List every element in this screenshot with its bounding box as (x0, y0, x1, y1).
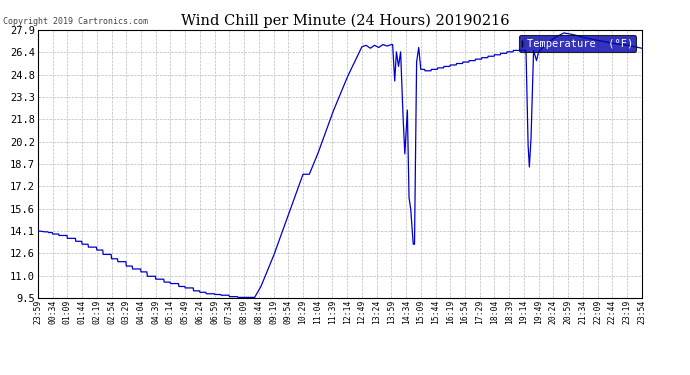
Legend: Temperature  (°F): Temperature (°F) (519, 35, 636, 52)
Text: Copyright 2019 Cartronics.com: Copyright 2019 Cartronics.com (3, 17, 148, 26)
Text: Wind Chill per Minute (24 Hours) 20190216: Wind Chill per Minute (24 Hours) 2019021… (181, 13, 509, 27)
